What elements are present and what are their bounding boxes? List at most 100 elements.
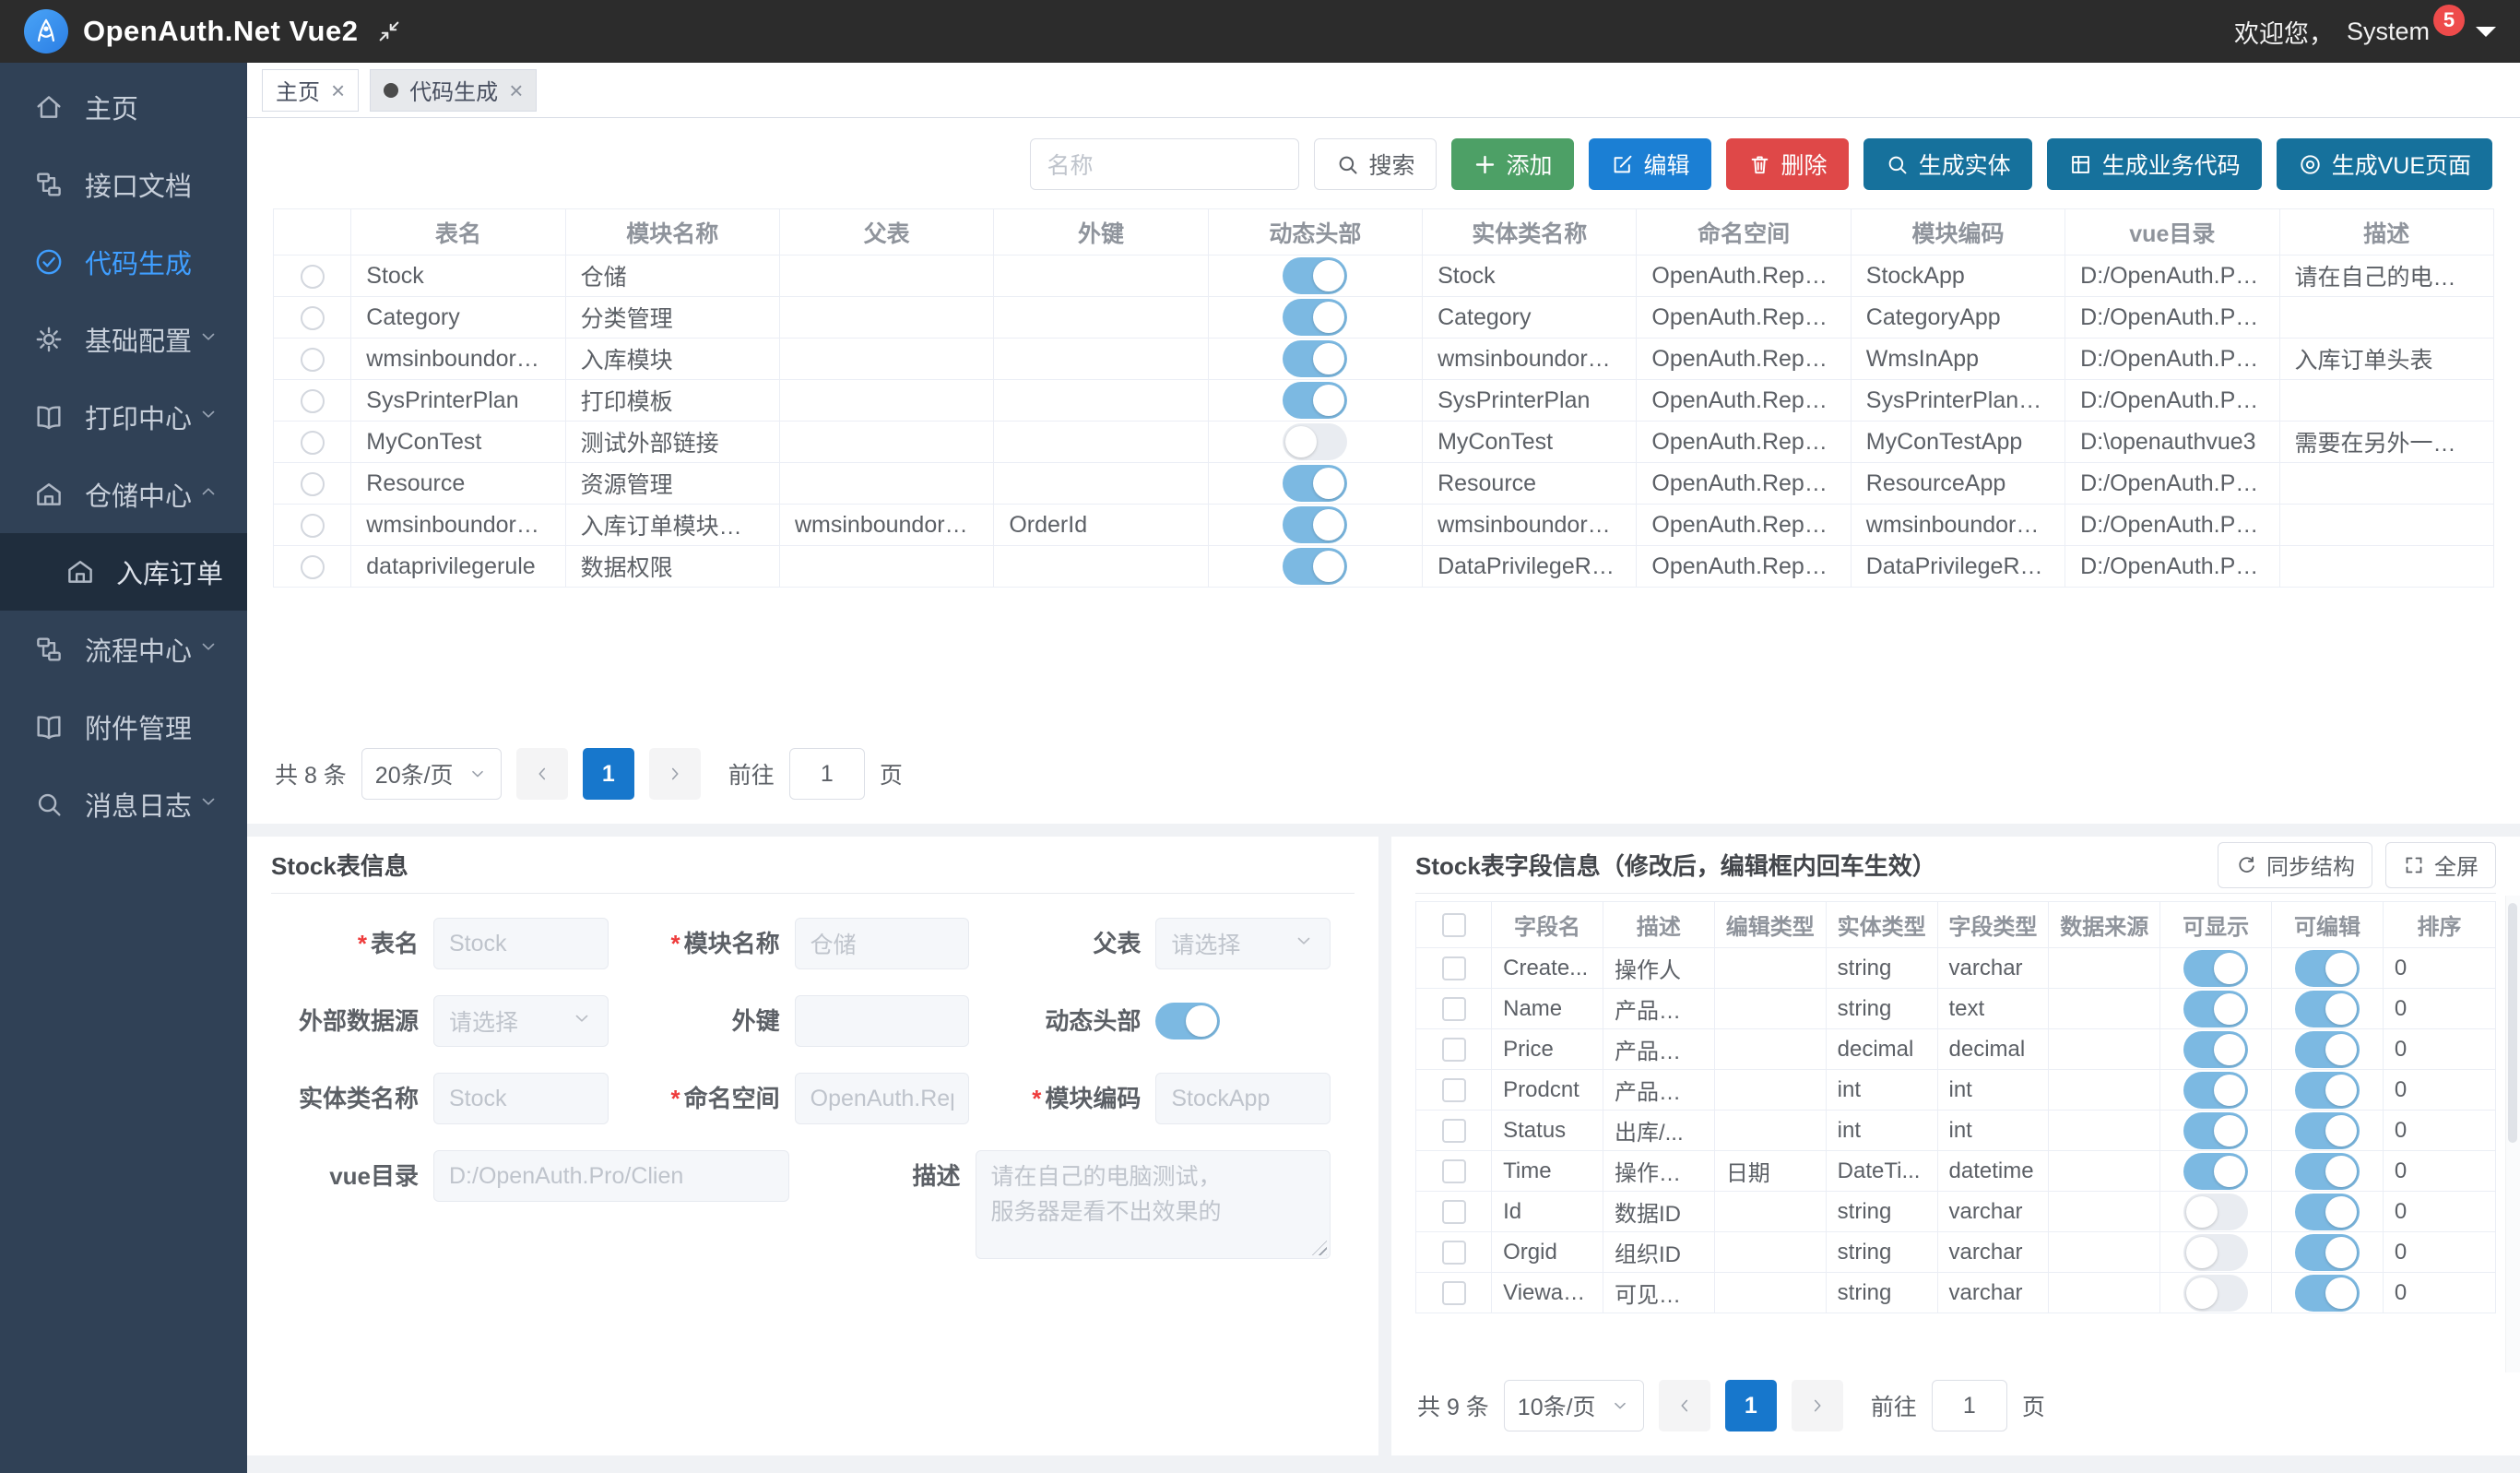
sidebar-item-5[interactable]: 打印中心 — [0, 378, 247, 456]
fields-current-page[interactable]: 1 — [1724, 1380, 1777, 1431]
edit-button[interactable]: 编辑 — [1588, 138, 1711, 190]
sidebar-item-7[interactable]: 流程中心 — [0, 611, 247, 688]
table-row[interactable]: wmsinboundorderdtbl 入库订单模块子表 wmsinboundord… — [272, 504, 2494, 546]
sidebar-item-6[interactable]: 仓储中心 — [0, 456, 247, 533]
row-checkbox[interactable] — [1441, 1241, 1466, 1265]
editable-switch[interactable] — [2294, 1274, 2360, 1312]
row-radio[interactable] — [300, 305, 325, 330]
dynamic-header-switch[interactable] — [1283, 382, 1348, 419]
tables-goto-input[interactable]: 1 — [788, 748, 865, 800]
dynamic-header-switch[interactable] — [1283, 423, 1348, 460]
search-input[interactable]: 名称 — [1029, 138, 1299, 190]
row-checkbox[interactable] — [1441, 1281, 1466, 1306]
generate-vue-page-button[interactable]: 生成VUE页面 — [2276, 138, 2492, 190]
generate-entity-button[interactable]: 生成实体 — [1863, 138, 2032, 190]
visible-switch[interactable] — [2183, 1071, 2249, 1109]
row-checkbox[interactable] — [1441, 997, 1466, 1022]
tab-active[interactable]: 代码生成 × — [370, 68, 538, 112]
search-button[interactable]: 搜索 — [1313, 138, 1437, 190]
dynamic-header-switch[interactable] — [1283, 465, 1348, 502]
field-row[interactable]: Id 数据ID string varchar 0 — [1414, 1191, 2497, 1232]
row-checkbox[interactable] — [1441, 1200, 1466, 1225]
visible-switch[interactable] — [2183, 1111, 2249, 1149]
form-input[interactable]: D:/OpenAuth.Pro/Clien — [433, 1150, 789, 1202]
fields-scrollbar[interactable] — [2505, 896, 2520, 1372]
row-radio[interactable] — [300, 471, 325, 496]
row-radio[interactable] — [300, 513, 325, 538]
editable-switch[interactable] — [2294, 1152, 2360, 1190]
fullscreen-button[interactable]: 全屏 — [2385, 841, 2496, 888]
visible-switch[interactable] — [2183, 1274, 2249, 1312]
editable-switch[interactable] — [2294, 990, 2360, 1028]
sidebar-item-1[interactable]: 主页 — [0, 68, 247, 146]
row-checkbox[interactable] — [1441, 956, 1466, 981]
fields-page-size-select[interactable]: 10条/页 — [1503, 1380, 1644, 1431]
tables-next-page-button[interactable] — [648, 748, 701, 800]
row-checkbox[interactable] — [1441, 1159, 1466, 1184]
editable-switch[interactable] — [2294, 1193, 2360, 1230]
field-row[interactable]: Prodcnt 产品数量 int int 0 — [1414, 1069, 2497, 1111]
dynamic-header-switch[interactable] — [1283, 548, 1348, 585]
field-row[interactable]: Name 产品名称 string text 0 — [1414, 988, 2497, 1029]
field-row[interactable]: Viewable 可见范围 string varchar 0 — [1414, 1272, 2497, 1313]
form-textarea[interactable]: 请在自己的电脑测试， 服务器是看不出效果的 — [975, 1150, 1331, 1259]
dynamic-header-switch[interactable] — [1283, 340, 1348, 377]
row-radio[interactable] — [300, 554, 325, 579]
editable-switch[interactable] — [2294, 1071, 2360, 1109]
form-select[interactable]: 请选择 — [1155, 918, 1331, 969]
fields-next-page-button[interactable] — [1791, 1380, 1843, 1431]
row-radio[interactable] — [300, 430, 325, 455]
editable-switch[interactable] — [2294, 1030, 2360, 1068]
add-button[interactable]: 添加 — [1450, 138, 1574, 190]
field-row[interactable]: Create... 操作人 string varchar 0 — [1414, 947, 2497, 989]
fields-scrollbar-thumb[interactable] — [2508, 903, 2517, 1143]
visible-switch[interactable] — [2183, 949, 2249, 987]
sidebar-item-4[interactable]: 基础配置 — [0, 301, 247, 378]
form-dynamic-header-switch[interactable] — [1155, 1003, 1221, 1039]
form-input[interactable]: Stock — [433, 918, 609, 969]
visible-switch[interactable] — [2183, 1193, 2249, 1230]
tables-current-page[interactable]: 1 — [582, 748, 634, 800]
visible-switch[interactable] — [2183, 1152, 2249, 1190]
sidebar-item-3[interactable]: 代码生成 — [0, 223, 247, 301]
form-input[interactable]: 仓储 — [794, 918, 970, 969]
form-input[interactable]: StockApp — [1155, 1073, 1331, 1124]
form-select[interactable]: 请选择 — [433, 995, 609, 1047]
table-row[interactable]: MyConTest 测试外部链接 MyConTest OpenAuth.Reposit… — [272, 421, 2494, 463]
sidebar-item-8[interactable]: 附件管理 — [0, 688, 247, 766]
row-checkbox[interactable] — [1441, 1038, 1466, 1063]
field-row[interactable]: Time 操作时间 日期 DateTi... datetime 0 — [1414, 1150, 2497, 1192]
generate-business-code-button[interactable]: 生成业务代码 — [2046, 138, 2262, 190]
fields-goto-input[interactable]: 1 — [1931, 1380, 2007, 1431]
tables-prev-page-button[interactable] — [515, 748, 568, 800]
collapse-icon[interactable] — [376, 18, 402, 44]
form-input[interactable]: OpenAuth.Repository.D — [794, 1073, 970, 1124]
sidebar-item-9[interactable]: 消息日志 — [0, 766, 247, 843]
editable-switch[interactable] — [2294, 1233, 2360, 1271]
row-radio[interactable] — [300, 347, 325, 372]
sidebar-subitem[interactable]: 入库订单 — [0, 533, 247, 611]
field-row[interactable]: Price 产品单价 decimal decimal 0 — [1414, 1028, 2497, 1070]
table-row[interactable]: wmsinboundordertbl 入库模块 wmsinboundordertbl… — [272, 338, 2494, 380]
visible-switch[interactable] — [2183, 1233, 2249, 1271]
delete-button[interactable]: 删除 — [1725, 138, 1849, 190]
table-row[interactable]: Category 分类管理 Category OpenAuth.Reposit... C… — [272, 296, 2494, 339]
tab-inactive[interactable]: 主页 × — [262, 68, 360, 112]
row-radio[interactable] — [300, 264, 325, 289]
select-all-checkbox[interactable] — [1441, 913, 1466, 938]
editable-switch[interactable] — [2294, 949, 2360, 987]
dynamic-header-switch[interactable] — [1283, 506, 1348, 543]
tab-close-icon[interactable]: × — [331, 76, 346, 104]
row-checkbox[interactable] — [1441, 1078, 1466, 1103]
visible-switch[interactable] — [2183, 1030, 2249, 1068]
form-input[interactable]: Stock — [433, 1073, 609, 1124]
row-radio[interactable] — [300, 388, 325, 413]
sync-structure-button[interactable]: 同步结构 — [2218, 841, 2372, 888]
tab-close-icon[interactable]: × — [509, 76, 524, 104]
fields-prev-page-button[interactable] — [1658, 1380, 1710, 1431]
field-row[interactable]: Orgid 组织ID string varchar 0 — [1414, 1231, 2497, 1273]
editable-switch[interactable] — [2294, 1111, 2360, 1149]
table-row[interactable]: Resource 资源管理 Resource OpenAuth.Reposit... R… — [272, 462, 2494, 505]
table-row[interactable]: Stock 仓储 Stock OpenAuth.Reposit... StockApp D… — [272, 255, 2494, 297]
dynamic-header-switch[interactable] — [1283, 257, 1348, 294]
